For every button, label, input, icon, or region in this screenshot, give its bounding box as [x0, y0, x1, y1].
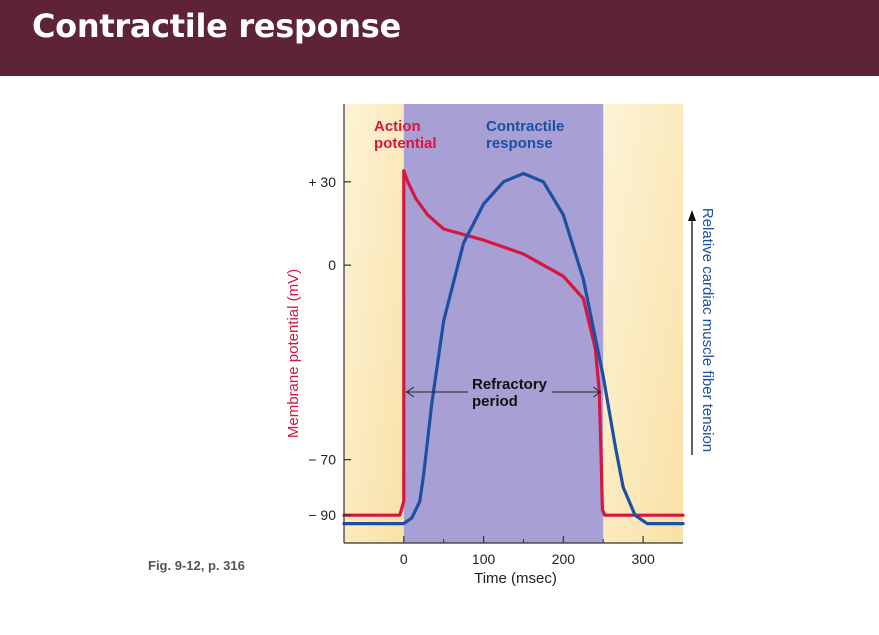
- slide-title: Contractile response: [32, 7, 401, 45]
- refractory-label-line1: Refractory: [472, 376, 548, 393]
- action-potential-label-line2: potential: [374, 135, 437, 152]
- x-tick-label: 200: [552, 551, 576, 567]
- y-axis-label-right: Relative cardiac muscle fiber tension: [699, 208, 716, 452]
- contractile-response-label-line1: Contractile: [486, 118, 564, 135]
- x-tick-label: 0: [400, 551, 408, 567]
- y-axis-label-left: Membrane potential (mV): [285, 269, 302, 438]
- refractory-band: [403, 104, 604, 543]
- x-tick-label: 300: [631, 551, 655, 567]
- x-axis-label: Time (msec): [474, 570, 557, 587]
- figure-caption: Fig. 9-12, p. 316: [148, 558, 245, 573]
- plot-background-left: [344, 104, 404, 543]
- title-bar: Contractile response: [0, 0, 879, 76]
- y-tick-label: − 70: [308, 452, 336, 468]
- contractile-response-line: [342, 171, 685, 526]
- y-tick-label: 0: [328, 257, 336, 273]
- y-tick-label: + 30: [308, 174, 336, 190]
- tension-arrow-head: [688, 210, 696, 221]
- refractory-arrowhead-right: [592, 386, 602, 398]
- refractory-label-line2: period: [472, 393, 518, 410]
- action-potential-line: [342, 169, 685, 517]
- contractile-response-label-line2: response: [486, 135, 553, 152]
- plot-background-right: [603, 104, 683, 543]
- refractory-arrowhead-left: [405, 386, 415, 398]
- y-tick-label: − 90: [308, 507, 336, 523]
- action-potential-label-line1: Action: [374, 118, 421, 135]
- x-tick-label: 100: [472, 551, 496, 567]
